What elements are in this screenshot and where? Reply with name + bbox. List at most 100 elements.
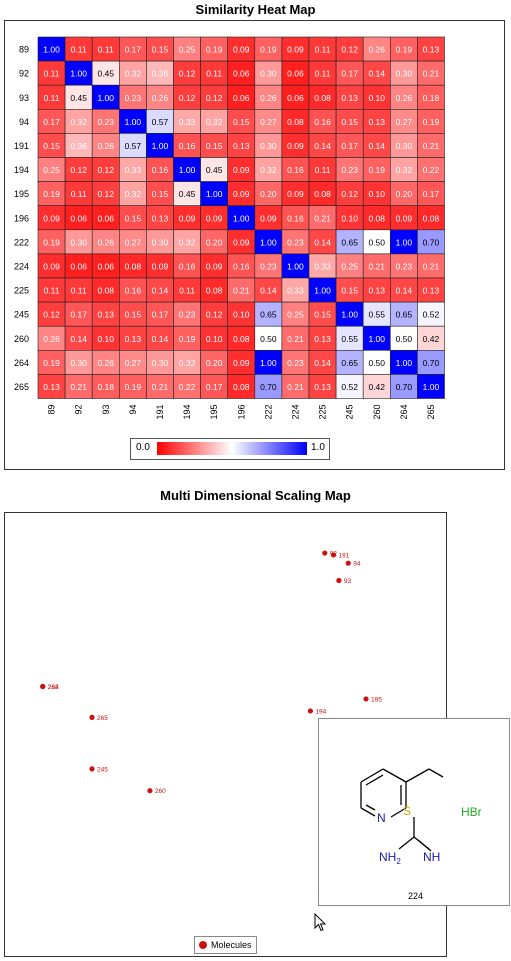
heatmap-cell-value: 0.65 bbox=[341, 358, 358, 368]
heatmap-cell bbox=[64, 349, 93, 375]
mds-point-label: 260 bbox=[155, 788, 166, 795]
molecule-dot-icon bbox=[199, 941, 207, 949]
heatmap-cell-value: 0.11 bbox=[71, 286, 87, 296]
heatmap-cell-value: 0.14 bbox=[314, 237, 331, 247]
heatmap-cell bbox=[200, 349, 229, 375]
heatmap-cell-value: 0.25 bbox=[43, 165, 60, 175]
heatmap-cell-value: 0.10 bbox=[206, 334, 223, 344]
heatmap-cell-value: 0.45 bbox=[70, 93, 87, 103]
heatmap-cell bbox=[389, 133, 418, 158]
heatmap-cell bbox=[254, 181, 283, 207]
mds-point[interactable] bbox=[40, 683, 46, 690]
heatmap-cell-value: 0.08 bbox=[97, 286, 114, 296]
heatmap-cell bbox=[91, 301, 120, 327]
mds-point-label: 93 bbox=[344, 578, 352, 585]
heatmap-cell-value: 0.11 bbox=[315, 45, 331, 55]
mds-point[interactable] bbox=[330, 552, 337, 558]
heatmap-cell bbox=[200, 325, 229, 351]
heatmap-cell-value: 0.11 bbox=[98, 45, 114, 55]
heatmap-cell bbox=[254, 229, 283, 255]
heatmap-cell-value: 0.12 bbox=[206, 93, 223, 103]
heatmap-cell bbox=[417, 60, 445, 86]
heatmap-cell-value: 0.11 bbox=[71, 189, 87, 199]
heatmap-cell-value: 0.21 bbox=[314, 213, 331, 223]
heatmap-cell bbox=[417, 349, 445, 375]
heatmap-cell bbox=[417, 205, 445, 231]
heatmap-cell bbox=[227, 36, 256, 62]
mds-point-label: 94 bbox=[353, 561, 361, 568]
heatmap-cell-value: 0.25 bbox=[341, 261, 358, 271]
mds-point[interactable] bbox=[89, 714, 95, 720]
heatmap-cell-value: 0.12 bbox=[179, 69, 196, 79]
atom-s: S bbox=[403, 804, 411, 818]
heatmap-col-label: 92 bbox=[74, 405, 84, 415]
heatmap-cell-value: 0.14 bbox=[260, 286, 277, 296]
heatmap-cell-value: 1.00 bbox=[368, 334, 385, 344]
heatmap-cell-value: 0.70 bbox=[423, 358, 440, 368]
heatmap-cell-value: 0.70 bbox=[396, 382, 413, 392]
heatmap-cell bbox=[362, 181, 391, 207]
heatmap-cell bbox=[119, 109, 147, 134]
heatmap-cell bbox=[173, 133, 201, 158]
heatmap-cell bbox=[200, 229, 229, 255]
heatmap-cell-value: 0.06 bbox=[97, 261, 114, 271]
heatmap-cell-value: 0.09 bbox=[179, 213, 196, 223]
mds-legend: Molecules bbox=[194, 936, 257, 954]
heatmap-cell-value: 0.16 bbox=[314, 117, 331, 127]
heatmap-cell-value: 0.18 bbox=[423, 93, 440, 103]
heatmap-cell bbox=[362, 157, 391, 182]
mds-point[interactable] bbox=[363, 696, 369, 702]
heatmap-cell bbox=[308, 277, 337, 303]
heatmap-cell bbox=[37, 133, 66, 158]
mds-point[interactable] bbox=[336, 577, 342, 584]
heatmap-cell-value: 0.06 bbox=[287, 93, 304, 103]
heatmap-cell bbox=[417, 277, 445, 303]
heatmap-cell-value: 0.10 bbox=[368, 189, 385, 199]
heatmap-cell-value: 0.27 bbox=[260, 117, 277, 127]
heatmap-cell-value: 0.06 bbox=[287, 69, 304, 79]
mds-point[interactable] bbox=[147, 788, 153, 794]
heatmap-cell bbox=[417, 253, 445, 279]
heatmap-cell-value: 0.09 bbox=[233, 45, 250, 55]
mds-point[interactable] bbox=[322, 550, 328, 556]
heatmap-cell bbox=[335, 253, 364, 279]
heatmap-cell-value: 0.13 bbox=[125, 334, 142, 344]
heatmap-cell-value: 0.09 bbox=[287, 45, 304, 55]
heatmap-cell-value: 0.30 bbox=[260, 69, 277, 79]
heatmap-cell-value: 0.30 bbox=[396, 69, 413, 79]
heatmap-cell-value: 0.08 bbox=[233, 334, 250, 344]
heatmap-cell-value: 0.09 bbox=[260, 213, 277, 223]
mds-point[interactable] bbox=[307, 708, 313, 714]
heatmap-cell-value: 0.12 bbox=[97, 165, 114, 175]
mds-point-label: 265 bbox=[97, 715, 108, 722]
heatmap-cell-value: 0.13 bbox=[423, 45, 440, 55]
heatmap-cell-value: 0.21 bbox=[423, 69, 440, 79]
mds-point[interactable] bbox=[345, 560, 351, 566]
heatmap-cell-value: 0.15 bbox=[206, 141, 223, 151]
heatmap-cell-value: 0.13 bbox=[341, 93, 358, 103]
heatmap-cell-value: 0.32 bbox=[125, 69, 142, 79]
heatmap-cell bbox=[417, 181, 445, 207]
heatmap-col-label: 195 bbox=[209, 405, 219, 420]
heatmap-cell-value: 0.15 bbox=[233, 117, 250, 127]
heatmap-cell-value: 0.09 bbox=[206, 213, 223, 223]
mds-point[interactable] bbox=[89, 766, 95, 772]
heatmap-cell-value: 0.42 bbox=[423, 334, 440, 344]
heatmap-cell bbox=[308, 229, 337, 255]
heatmap-cell-value: 0.17 bbox=[206, 382, 223, 392]
heatmap-cell bbox=[173, 277, 201, 303]
heatmap-cell-value: 0.10 bbox=[341, 213, 358, 223]
heatmap-cell-value: 0.26 bbox=[368, 45, 385, 55]
heatmap-cell bbox=[389, 325, 418, 351]
heatmap-cell bbox=[146, 60, 174, 86]
heatmap-cell-value: 0.26 bbox=[152, 93, 169, 103]
heatmap-title: Similarity Heat Map bbox=[195, 2, 316, 17]
heatmap-cell bbox=[417, 84, 445, 110]
heatmap-cell bbox=[335, 84, 364, 110]
heatmap-cell-value: 0.19 bbox=[368, 165, 385, 175]
heatmap-cell-value: 0.10 bbox=[97, 334, 114, 344]
heatmap-cell-value: 0.16 bbox=[152, 165, 169, 175]
heatmap-cell-value: 0.20 bbox=[396, 189, 413, 199]
heatmap-cell-value: 0.52 bbox=[423, 310, 440, 320]
heatmap-cell-value: 0.08 bbox=[314, 189, 331, 199]
